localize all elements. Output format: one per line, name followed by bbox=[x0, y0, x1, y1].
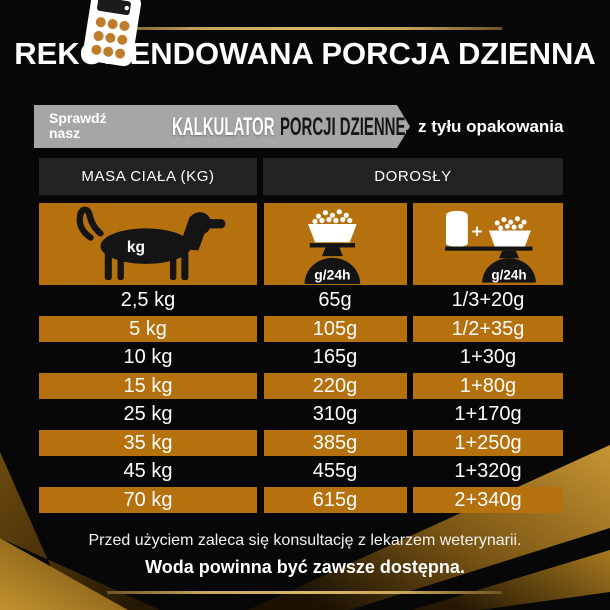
mix-portion-cell: 1+170g bbox=[454, 403, 522, 426]
weight-cell: 25 kg bbox=[123, 403, 173, 426]
dry-portion-cell: 65g bbox=[318, 289, 352, 312]
banner-check-line1: Sprawdź bbox=[49, 110, 107, 126]
table-row: 45 kg 455g 1+320g bbox=[39, 459, 563, 485]
mix-g24h-label: g/24h bbox=[491, 267, 526, 282]
dry-portion-cell: 385g bbox=[263, 430, 407, 457]
dog-kg-label: kg bbox=[127, 239, 145, 256]
feeding-table-rows: 2,5 kg 65g 1/3+20g 5 kg 105g 1/2+35g 10 … bbox=[39, 288, 563, 514]
weight-cell: 10 kg bbox=[123, 346, 173, 369]
header-body-weight: MASA CIAŁA (KG) bbox=[39, 158, 257, 195]
dog-silhouette-icon: kg bbox=[76, 206, 226, 281]
mix-portion-cell: 1+80g bbox=[413, 373, 563, 400]
weight-cell: 35 kg bbox=[39, 430, 257, 457]
calculator-banner: Sprawdź nasz KALKULATOR PORCJI DZIENNEJ bbox=[34, 105, 410, 148]
table-row: 70 kg 615g 2+340g bbox=[39, 487, 563, 514]
weight-cell: 15 kg bbox=[39, 373, 257, 400]
icon-cell-dry: g/24h bbox=[263, 203, 407, 285]
gold-divider-top bbox=[107, 27, 502, 30]
mix-portion-cell: 1+250g bbox=[413, 430, 563, 457]
table-row: 10 kg 165g 1+30g bbox=[39, 345, 563, 371]
gold-divider-bottom bbox=[107, 591, 502, 594]
table-row: 25 kg 310g 1+170g bbox=[39, 402, 563, 428]
calculator-icon bbox=[82, 0, 142, 67]
footer-water-note: Woda powinna być zawsze dostępna. bbox=[145, 557, 465, 577]
calculator-product-label: PORCJI DZIENNEJ bbox=[279, 111, 414, 140]
table-row: 15 kg 220g 1+80g bbox=[39, 373, 563, 400]
table-icon-row: kg g/24h + bbox=[39, 203, 563, 285]
weight-cell: 2,5 kg bbox=[120, 289, 176, 312]
icon-cell-dog: kg bbox=[39, 203, 257, 285]
weight-cell: 45 kg bbox=[123, 460, 173, 483]
mix-portion-cell: 1/3+20g bbox=[451, 289, 525, 312]
table-row: 2,5 kg 65g 1/3+20g bbox=[39, 288, 563, 314]
plus-sign: + bbox=[472, 220, 483, 241]
header-adult: DOROSŁY bbox=[263, 158, 563, 195]
dry-portion-cell: 165g bbox=[312, 346, 358, 369]
package-gold-decoration bbox=[0, 445, 610, 610]
banner-check-label: Sprawdź nasz bbox=[49, 111, 107, 141]
table-row: 35 kg 385g 1+250g bbox=[39, 430, 563, 457]
mix-portion-cell: 1+320g bbox=[454, 460, 522, 483]
mix-portion-cell: 1+30g bbox=[459, 346, 517, 369]
table-header-row: MASA CIAŁA (KG) DOROSŁY bbox=[39, 158, 563, 195]
weight-cell: 70 kg bbox=[39, 487, 257, 514]
table-row: 5 kg 105g 1/2+35g bbox=[39, 316, 563, 343]
banner-suffix-label: z tyłu opakowania bbox=[418, 116, 564, 136]
dry-portion-cell: 455g bbox=[312, 460, 358, 483]
icon-cell-mix: + g/24h bbox=[413, 203, 563, 285]
calculator-brand-label: KALKULATOR bbox=[172, 111, 275, 140]
mix-portion-cell: 2+340g bbox=[413, 487, 563, 514]
dry-portion-cell: 220g bbox=[263, 373, 407, 400]
scale-with-can-plus-kibble-bowl-icon: + g/24h bbox=[445, 210, 536, 283]
scale-with-kibble-bowl-icon: g/24h bbox=[304, 209, 361, 284]
banner-title: KALKULATOR PORCJI DZIENNEJ bbox=[172, 102, 414, 150]
banner-check-line2: nasz bbox=[49, 125, 81, 141]
weight-cell: 5 kg bbox=[39, 316, 257, 343]
dry-portion-cell: 615g bbox=[263, 487, 407, 514]
dry-portion-cell: 105g bbox=[263, 316, 407, 343]
footer-consultation-note: Przed użyciem zaleca się konsultację z l… bbox=[88, 532, 522, 549]
mix-portion-cell: 1/2+35g bbox=[413, 316, 563, 343]
dry-g24h-label: g/24h bbox=[314, 267, 350, 283]
dry-portion-cell: 310g bbox=[312, 403, 358, 426]
